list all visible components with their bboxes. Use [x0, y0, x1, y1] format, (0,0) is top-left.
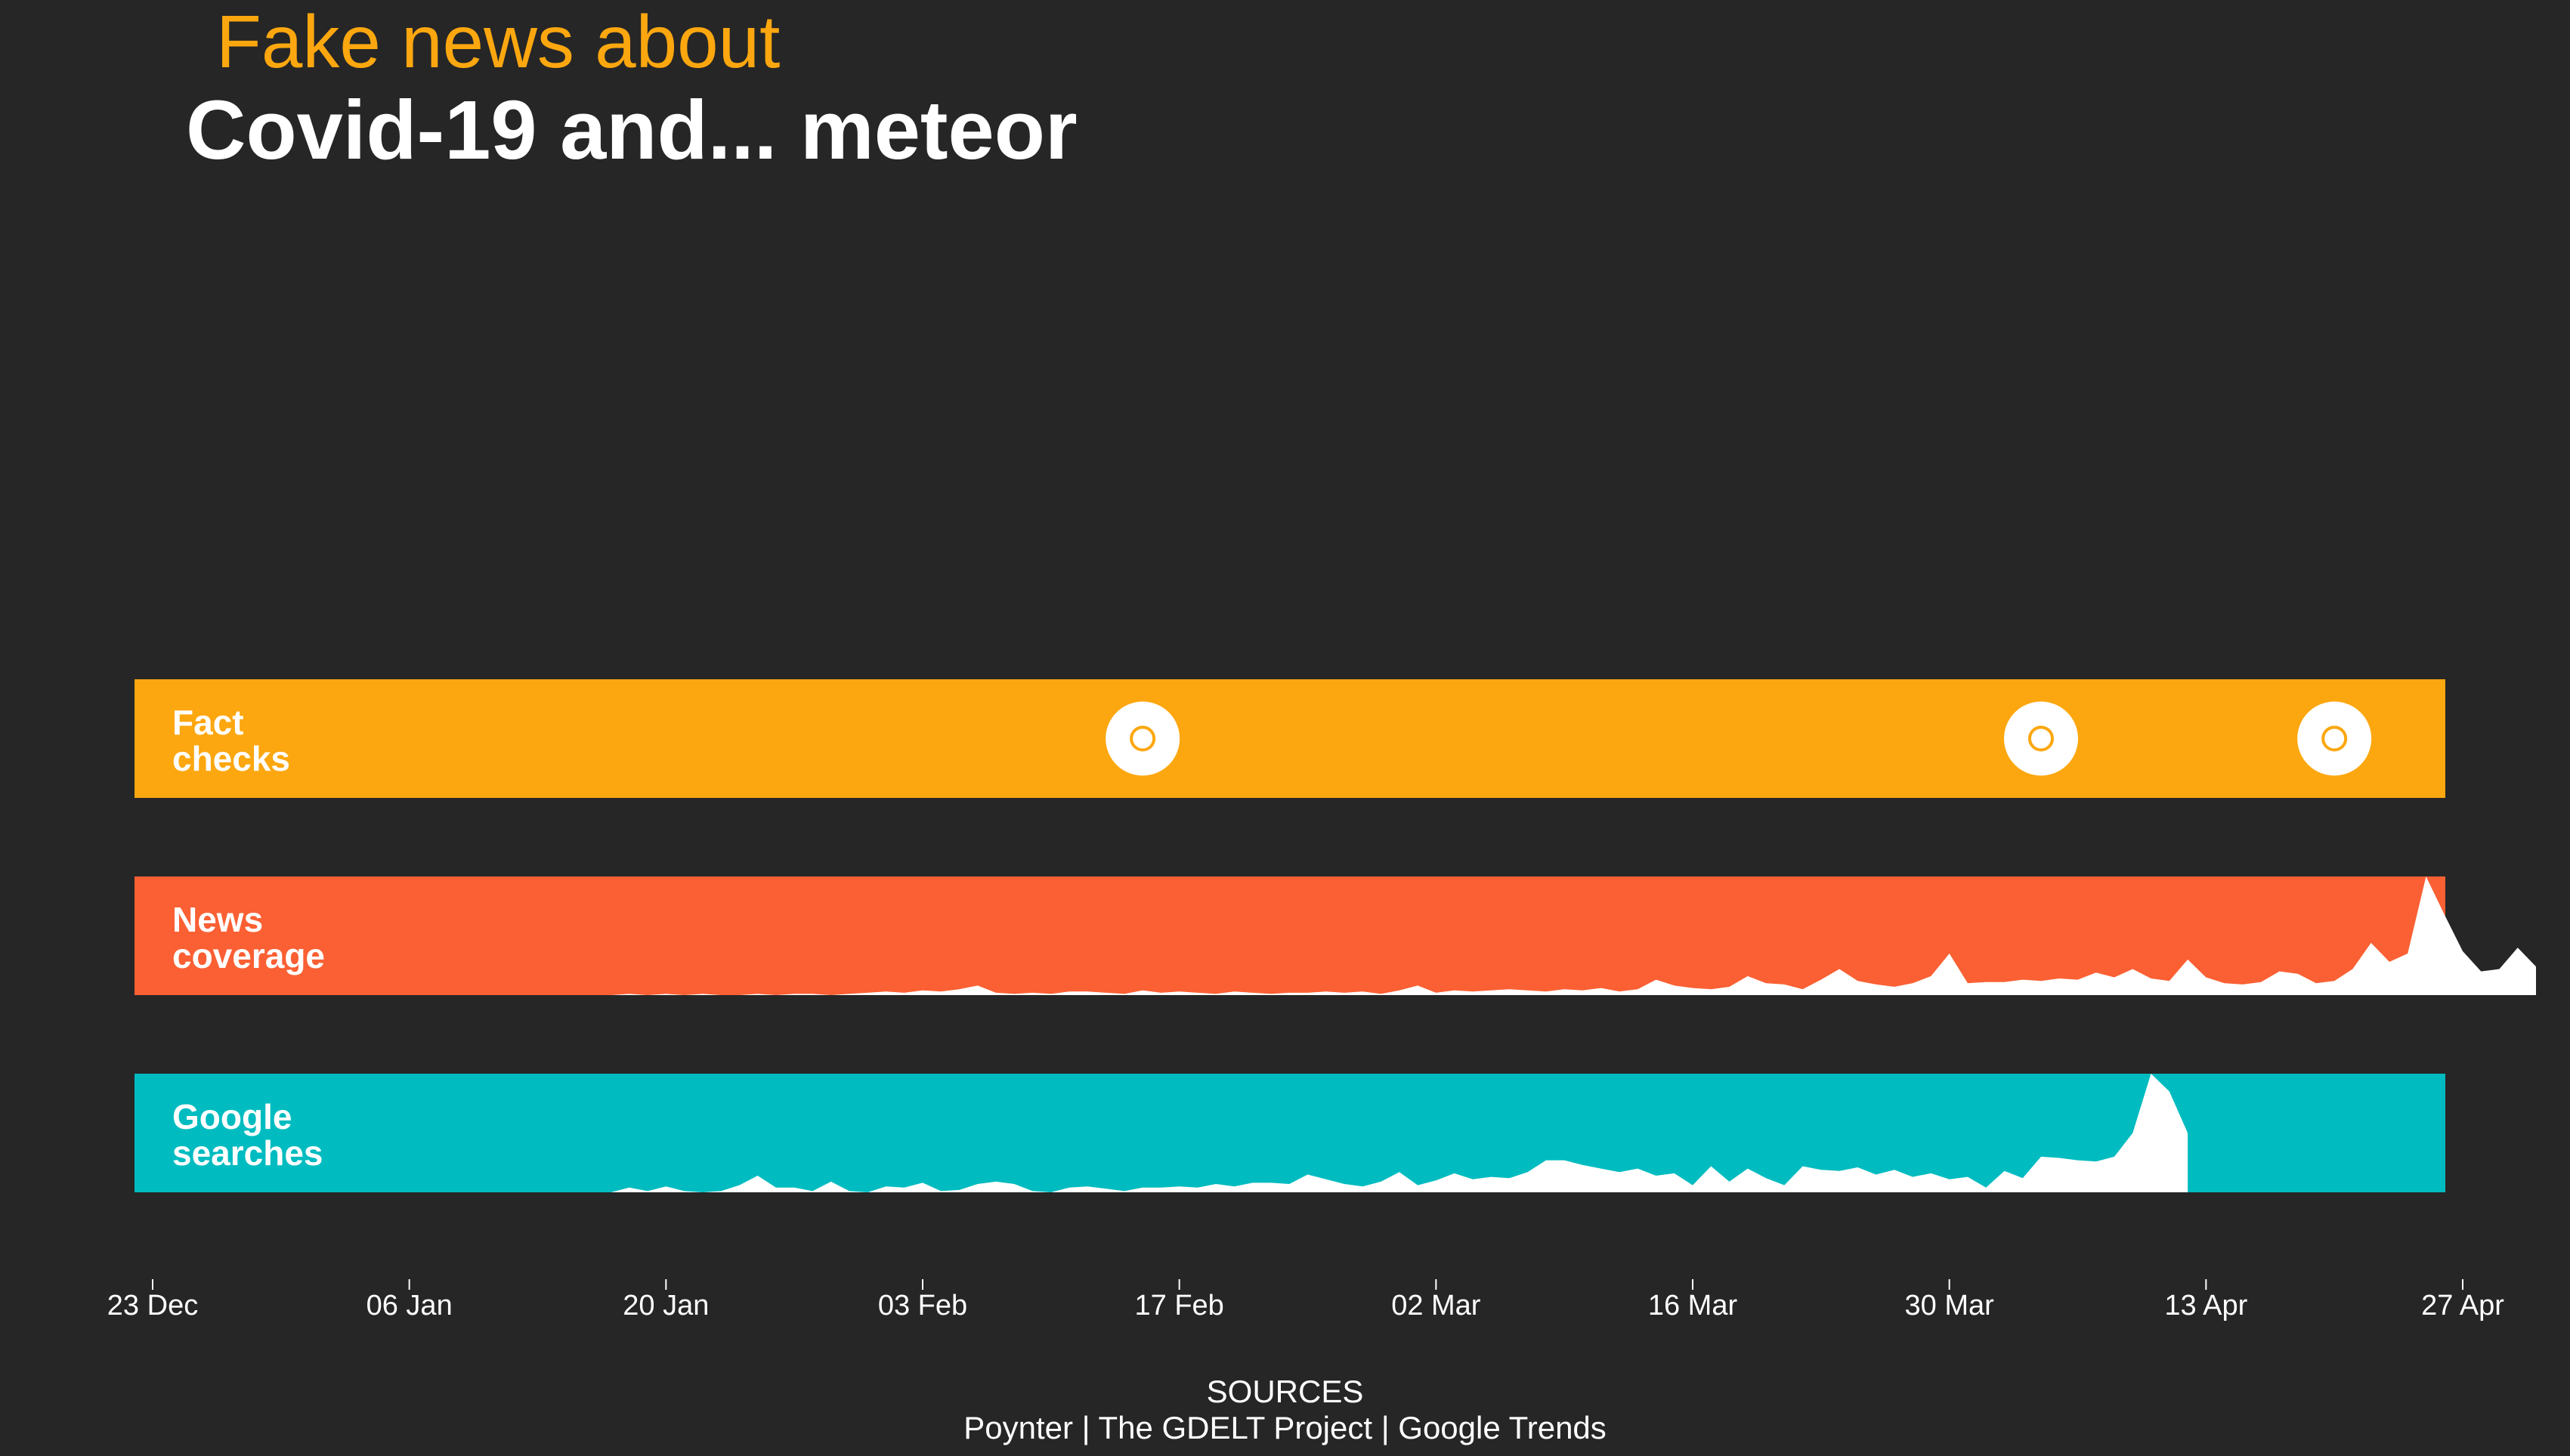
- x-tick-label: 20 Jan: [623, 1290, 709, 1322]
- x-tick-label: 16 Mar: [1648, 1290, 1738, 1322]
- x-tick-label: 23 Dec: [107, 1290, 198, 1322]
- band-label: Fact checks: [172, 703, 290, 778]
- title-prefix: Fake news about: [216, 0, 781, 83]
- x-tick-label: 30 Mar: [1905, 1290, 1995, 1322]
- chart-bands: Fact checks News coverage Google searches: [135, 679, 2536, 1192]
- fact-check-marker: [2297, 701, 2372, 776]
- sources-list: Poynter | The GDELT Project | Google Tre…: [963, 1410, 1607, 1445]
- band-label: News coverage: [172, 900, 325, 975]
- x-tick-label: 06 Jan: [366, 1290, 453, 1322]
- fact-check-marker: [2003, 701, 2078, 776]
- band-news-coverage: News coverage: [135, 876, 2536, 995]
- x-tick-label: 03 Feb: [878, 1290, 967, 1322]
- x-tick-label: 02 Mar: [1391, 1290, 1481, 1322]
- x-tick-label: 27 Apr: [2421, 1290, 2504, 1322]
- band-google-searches: Google searches: [135, 1074, 2445, 1192]
- page-title: Covid-19 and... meteor: [186, 84, 1078, 177]
- band-background: [135, 679, 2445, 798]
- area-series: [611, 1074, 2188, 1192]
- fact-check-marker: [1106, 701, 1180, 776]
- band-background: [135, 876, 2445, 995]
- x-axis: 23 Dec 06 Jan 20 Jan 03 Feb 17 Feb 02 Mar 16 M…: [107, 1279, 2504, 1322]
- x-tick-label: 13 Apr: [2164, 1290, 2247, 1322]
- band-fact-checks: Fact checks: [135, 679, 2445, 798]
- band-label: Google searches: [172, 1097, 323, 1173]
- area-series: [611, 876, 2536, 995]
- sources-heading: SOURCES: [1206, 1374, 1364, 1409]
- x-tick-label: 17 Feb: [1135, 1290, 1224, 1322]
